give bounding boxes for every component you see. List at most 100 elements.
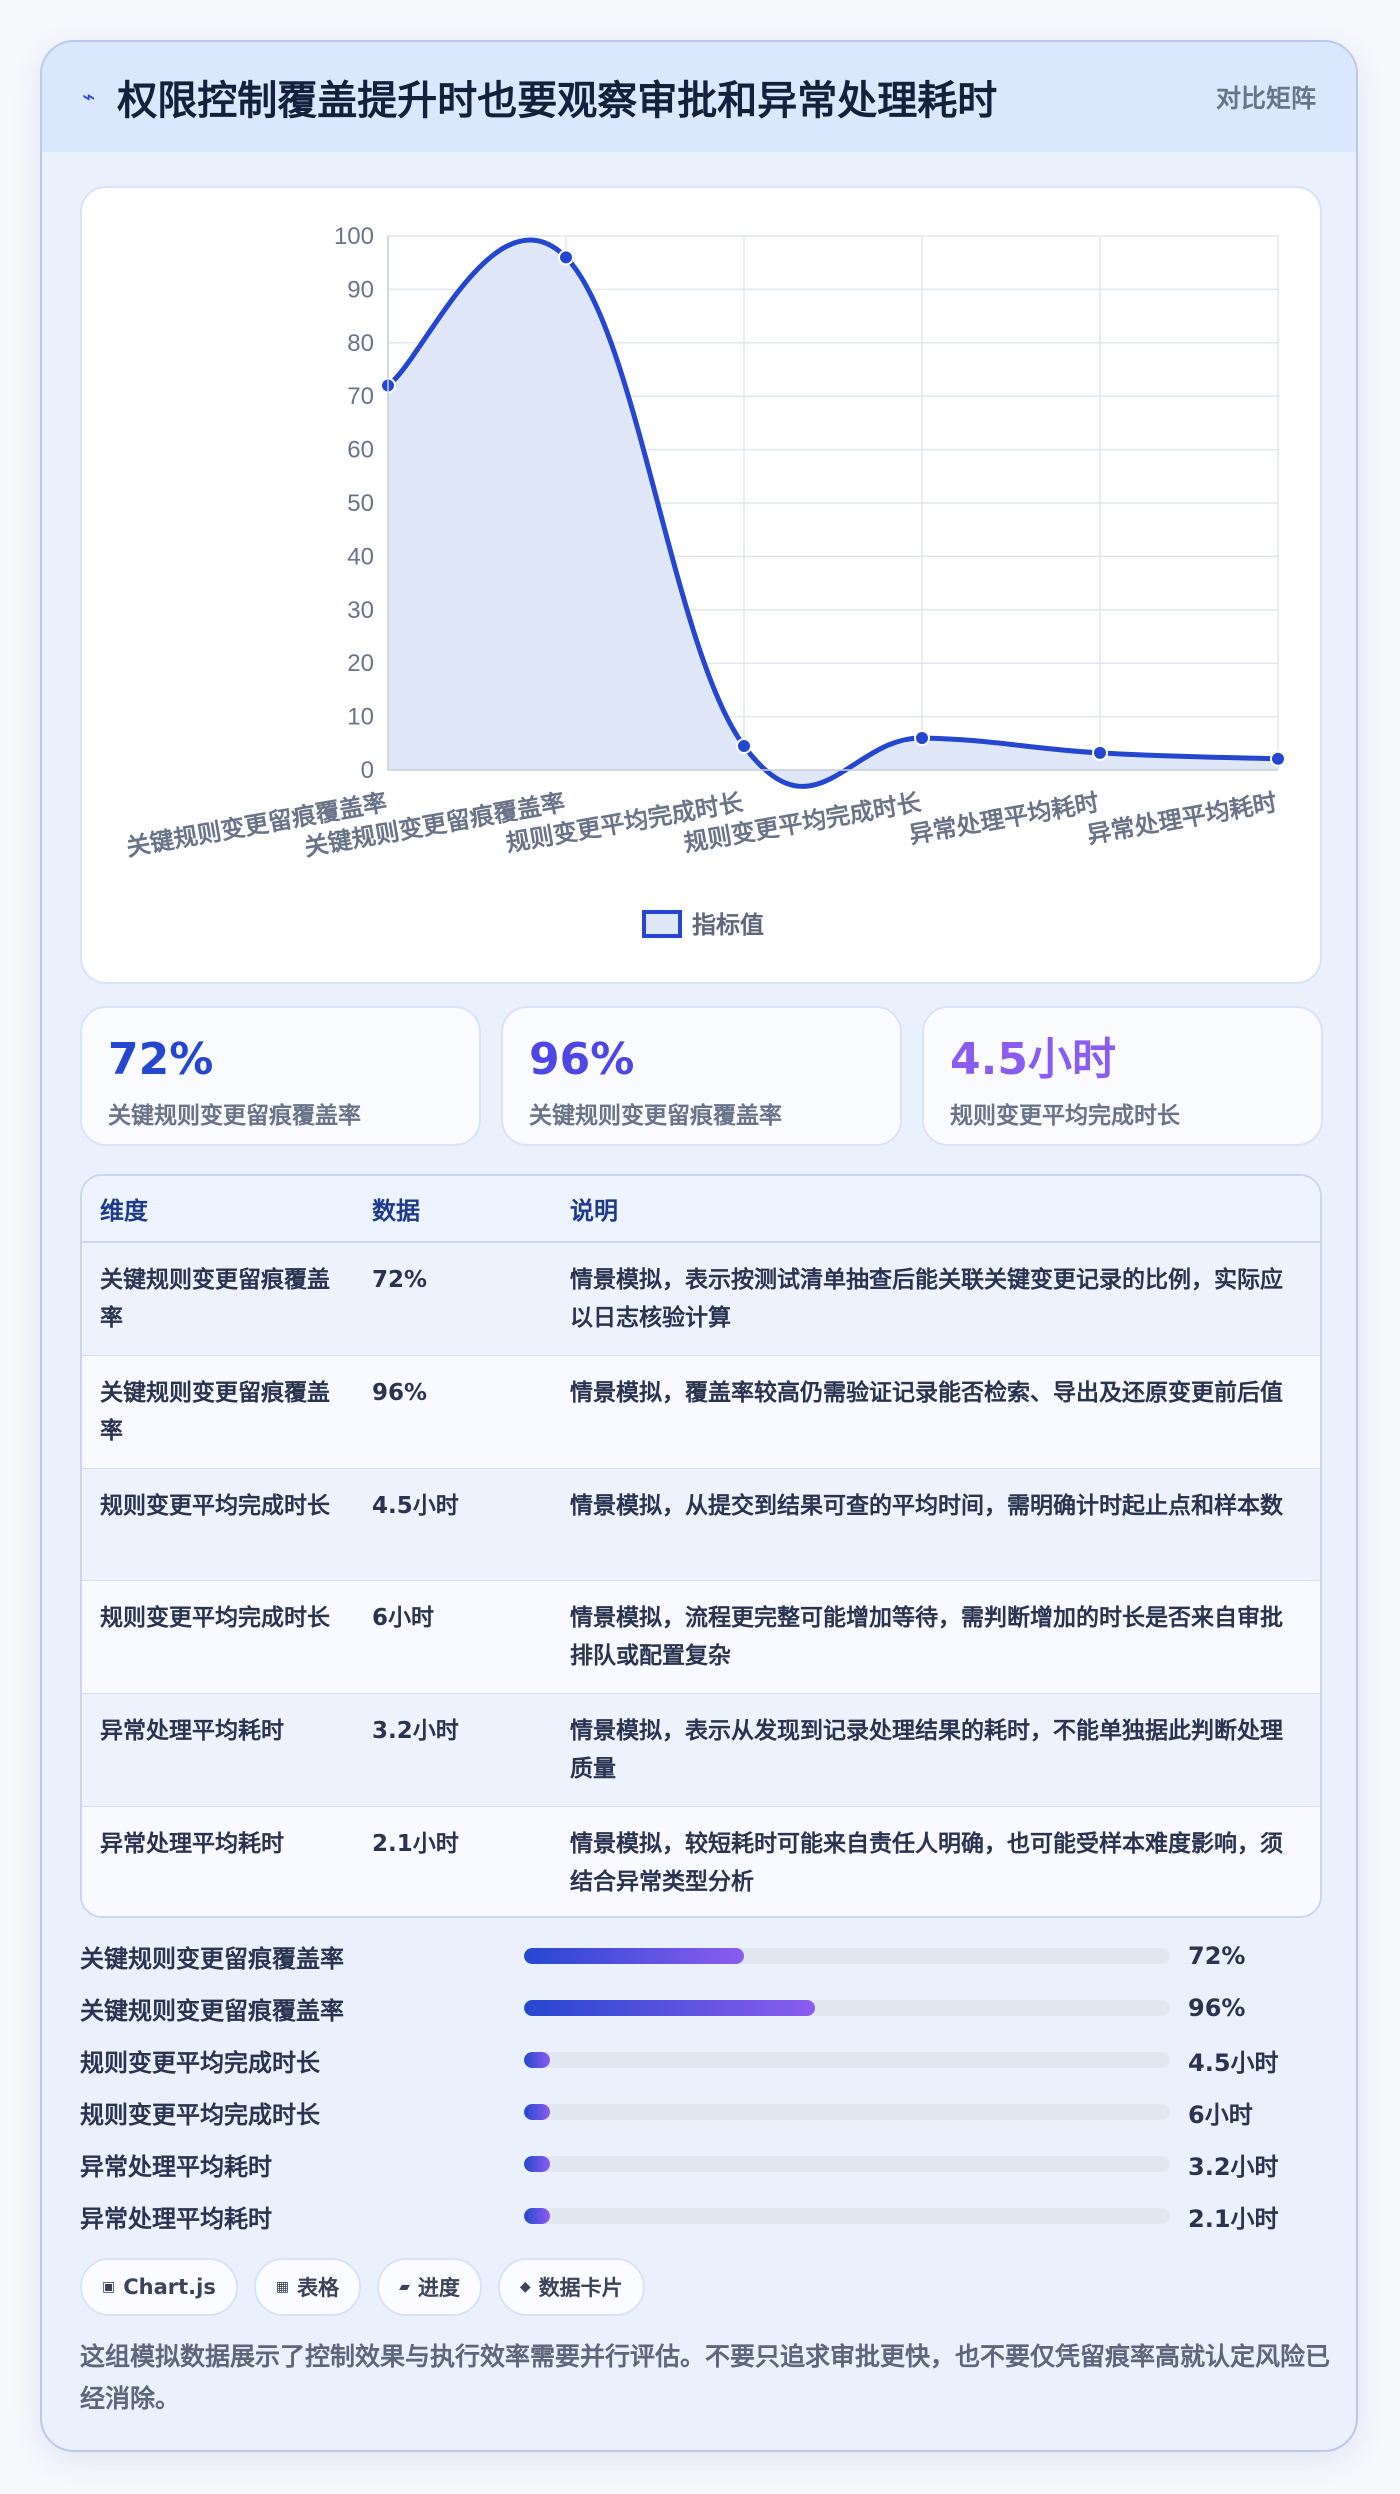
table-cell: 情景模拟，表示按测试清单抽查后能关联关键变更记录的比例，实际应以日志核验计算 [552,1242,1320,1356]
data-point [914,729,930,746]
table-cell: 异常处理平均耗时 [82,1806,354,1916]
chip-label: 进度 [417,2276,460,2300]
progress-label: 规则变更平均完成时长 [80,2100,320,2129]
y-tick-label: 40 [347,543,374,570]
table-cell: 3.2小时 [354,1693,552,1807]
progress-fill [524,2156,550,2172]
y-tick-label: 70 [347,383,374,410]
chart-svg: 0102030405060708090100关键规则变更留痕覆盖率关键规则变更留… [124,223,1286,939]
y-tick-label: 60 [347,437,374,464]
table-cell: 关键规则变更留痕覆盖率 [82,1242,354,1356]
y-tick-label: 30 [347,597,374,624]
stat-label: 关键规则变更留痕覆盖率 [529,1103,782,1129]
data-point [1092,744,1108,761]
chip-label: 表格 [297,2276,340,2300]
table-cell: 96% [354,1355,552,1469]
progress-fill [524,2208,550,2224]
chip-label: 数据卡片 [538,2276,623,2300]
progress-label: 异常处理平均耗时 [80,2152,272,2181]
stat-value: 4.5小时 [950,1034,1116,1085]
y-tick-label: 90 [347,276,374,303]
table-row: 异常处理平均耗时 2.1小时 情景模拟，较短耗时可能来自责任人明确，也可能受样本… [82,1806,1320,1916]
footer-note: 这组模拟数据展示了控制效果与执行效率需要并行评估。不要只追求审批更快，也不要仅凭… [80,2342,1331,2413]
table-cell: 情景模拟，覆盖率较高仍需验证记录能否检索、导出及还原变更前后值 [552,1355,1320,1469]
chip-table[interactable]: ▦ 表格 [253,2258,362,2316]
chart-icon: ▣ [102,2279,116,2295]
progress-track [524,2156,1170,2172]
table-cell: 情景模拟，较短耗时可能来自责任人明确，也可能受样本难度影响，须结合异常类型分析 [552,1806,1320,1916]
x-tick-label: 异常处理平均耗时 [907,788,1101,849]
progress-track [524,2052,1170,2068]
progress-row: 异常处理平均耗时 2.1小时 [80,2190,1330,2242]
progress-label: 关键规则变更留痕覆盖率 [80,1996,344,2025]
y-tick-label: 20 [347,650,374,677]
progress-fill [524,1948,744,1964]
y-tick-label: 80 [347,330,374,357]
progress-row: 关键规则变更留痕覆盖率 96% [80,1982,1330,2034]
progress-value: 2.1小时 [1188,2204,1279,2233]
progress-value: 96% [1188,1994,1246,2022]
table-header: 说明 [552,1176,1320,1243]
table-cell: 4.5小时 [354,1468,552,1581]
progress-value: 3.2小时 [1188,2152,1279,2181]
table-cell: 72% [354,1242,552,1356]
table-cell: 2.1小时 [354,1806,552,1916]
stat-label: 规则变更平均完成时长 [950,1103,1180,1129]
x-tick-label: 异常处理平均耗时 [1085,788,1279,849]
progress-fill [524,2104,550,2120]
progress-fill [524,2052,550,2068]
table-cell: 情景模拟，表示从发现到记录处理结果的耗时，不能单独据此判断处理质量 [552,1693,1320,1807]
table-row: 关键规则变更留痕覆盖率 96% 情景模拟，覆盖率较高仍需验证记录能否检索、导出及… [82,1355,1320,1469]
line-chart: 0 10 20 30 40 50 60 70 80 90 100 关键规则变更留痕覆盖率 关键规则变更留… [80,186,1322,984]
progress-value: 4.5小时 [1188,2048,1279,2077]
table-cell: 规则变更平均完成时长 [82,1468,354,1581]
progress-row: 规则变更平均完成时长 4.5小时 [80,2034,1330,2086]
stat-label: 关键规则变更留痕覆盖率 [108,1103,361,1129]
card-header: ⌁ 权限控制覆盖提升时也要观察审批和异常处理耗时 对比矩阵 [42,42,1356,152]
series-area [388,240,1278,787]
table-cell: 6小时 [354,1580,552,1694]
progress-fill [524,2000,815,2016]
lightning-icon: ⌁ [82,84,96,110]
stat-value: 96% [529,1034,635,1085]
table-row: 异常处理平均耗时 3.2小时 情景模拟，表示从发现到记录处理结果的耗时，不能单独… [82,1693,1320,1807]
progress-track [524,1948,1170,1964]
stat-card-1: 72% 关键规则变更留痕覆盖率 [80,1006,481,1146]
legend-swatch [642,910,682,938]
progress-row: 关键规则变更留痕覆盖率 72% [80,1930,1330,1982]
data-point [1270,750,1286,767]
y-tick-label: 100 [334,223,374,250]
progress-track [524,2104,1170,2120]
table-row: 规则变更平均完成时长 6小时 情景模拟，流程更完整可能增加等待，需判断增加的时长… [82,1580,1320,1694]
table-cell: 情景模拟，从提交到结果可查的平均时间，需明确计时起止点和样本数 [552,1468,1320,1581]
data-table: 维度 数据 说明 关键规则变更留痕覆盖率 72% 情景模拟，表示按测试清单抽查后… [80,1174,1322,1918]
diamond-icon: ◆ [519,2279,531,2295]
table-row: 关键规则变更留痕覆盖率 72% 情景模拟，表示按测试清单抽查后能关联关键变更记录… [82,1242,1320,1356]
progress-icon: ▰ [399,2279,410,2295]
chip-chartjs[interactable]: ▣ Chart.js [80,2258,238,2316]
progress-value: 6小时 [1188,2100,1253,2129]
main-card: ⌁ 权限控制覆盖提升时也要观察审批和异常处理耗时 对比矩阵 0 10 20 30 40 5… [40,40,1358,2452]
chip-datacard[interactable]: ◆ 数据卡片 [497,2258,645,2316]
table-header-row: 维度 数据 说明 [82,1176,1320,1243]
table-icon: ▦ [275,2279,290,2295]
table-row: 规则变更平均完成时长 4.5小时 情景模拟，从提交到结果可查的平均时间，需明确计… [82,1468,1320,1581]
chip-label: Chart.js [123,2275,216,2299]
header-tag: 对比矩阵 [1215,84,1316,113]
stat-value: 72% [108,1034,214,1085]
progress-track [524,2000,1170,2016]
page-title: 权限控制覆盖提升时也要观察审批和异常处理耗时 [117,78,998,124]
tech-chips: ▣ Chart.js ▦ 表格 ▰ 进度 ◆ 数据卡片 [80,2258,645,2316]
progress-label: 异常处理平均耗时 [80,2204,272,2233]
table-cell: 异常处理平均耗时 [82,1693,354,1807]
progress-row: 异常处理平均耗时 3.2小时 [80,2138,1330,2190]
progress-track [524,2208,1170,2224]
stat-card-2: 96% 关键规则变更留痕覆盖率 [501,1006,902,1146]
y-tick-label: 50 [347,490,374,517]
progress-row: 规则变更平均完成时长 6小时 [80,2086,1330,2138]
table-cell: 规则变更平均完成时长 [82,1580,354,1694]
progress-label: 规则变更平均完成时长 [80,2048,320,2077]
table-cell: 关键规则变更留痕覆盖率 [82,1355,354,1469]
table-cell: 情景模拟，流程更完整可能增加等待，需判断增加的时长是否来自审批排队或配置复杂 [552,1580,1320,1694]
chip-progress[interactable]: ▰ 进度 [377,2258,482,2316]
